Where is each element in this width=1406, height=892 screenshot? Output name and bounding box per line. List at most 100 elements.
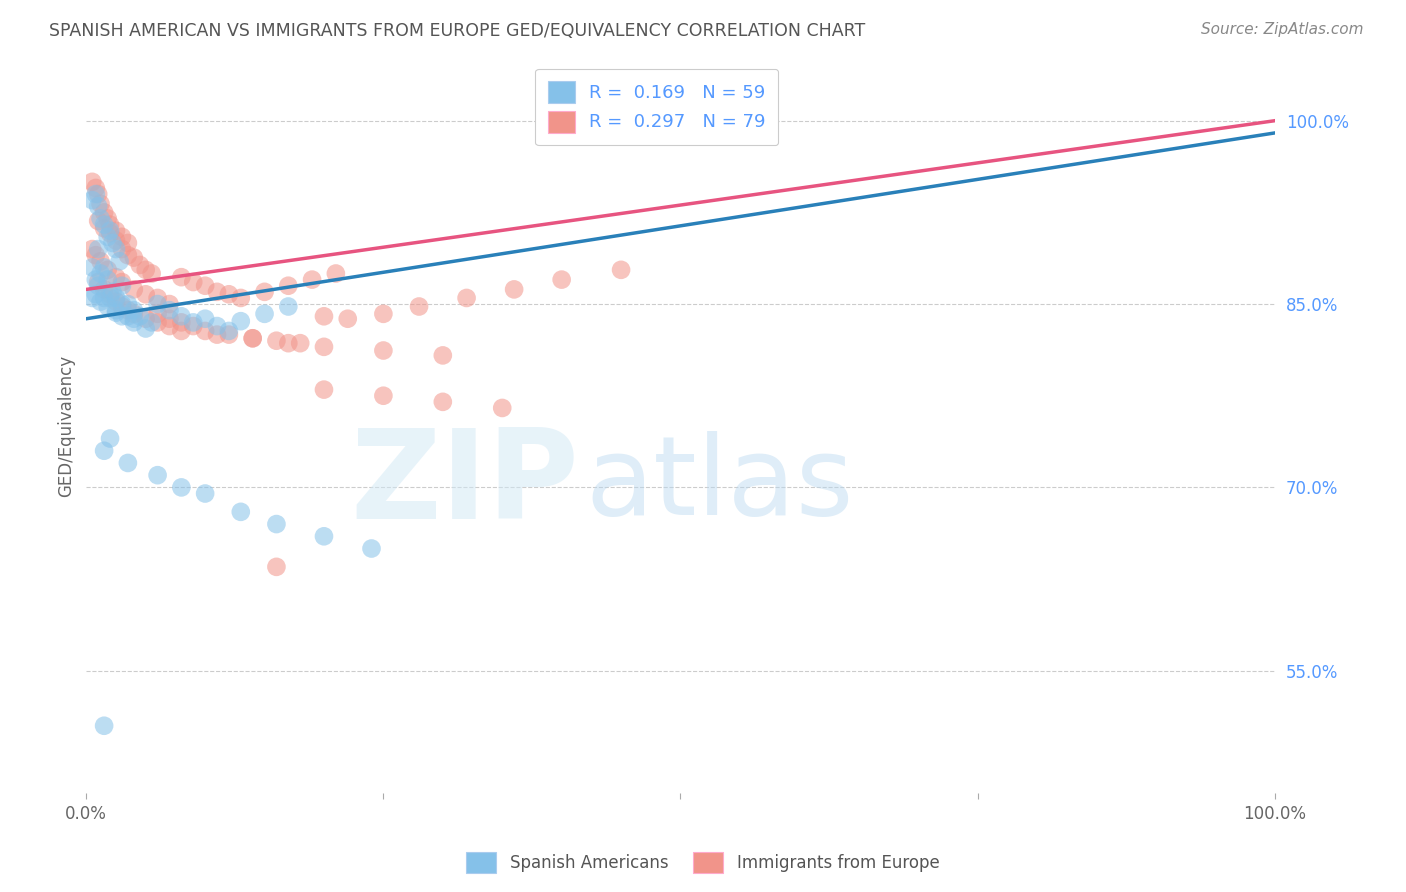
Point bbox=[194, 278, 217, 293]
Point bbox=[117, 456, 139, 470]
Point bbox=[146, 307, 169, 321]
Point bbox=[98, 432, 121, 446]
Point bbox=[105, 242, 128, 256]
Point bbox=[84, 287, 107, 301]
Point bbox=[87, 242, 110, 256]
Point bbox=[135, 321, 157, 335]
Point bbox=[194, 486, 217, 500]
Point bbox=[266, 559, 288, 574]
Point bbox=[373, 307, 395, 321]
Point bbox=[90, 267, 112, 281]
Point bbox=[105, 294, 128, 309]
Point bbox=[90, 211, 112, 226]
Point bbox=[181, 319, 204, 334]
Point bbox=[98, 218, 121, 232]
Point bbox=[146, 291, 169, 305]
Point bbox=[229, 291, 252, 305]
Point bbox=[87, 187, 110, 202]
Point bbox=[105, 270, 128, 285]
Point bbox=[82, 242, 104, 256]
Point bbox=[194, 311, 217, 326]
Point bbox=[93, 205, 115, 219]
Point bbox=[105, 303, 128, 318]
Point bbox=[98, 291, 121, 305]
Point bbox=[117, 235, 139, 250]
Point bbox=[111, 278, 134, 293]
Point bbox=[105, 234, 128, 248]
Point bbox=[312, 310, 335, 324]
Point bbox=[117, 303, 139, 318]
Point bbox=[146, 297, 169, 311]
Point bbox=[170, 270, 193, 285]
Legend: R =  0.169   N = 59, R =  0.297   N = 79: R = 0.169 N = 59, R = 0.297 N = 79 bbox=[536, 69, 779, 145]
Point bbox=[97, 230, 120, 244]
Point bbox=[408, 300, 430, 314]
Point bbox=[170, 480, 193, 494]
Point bbox=[135, 311, 157, 326]
Point bbox=[301, 272, 323, 286]
Point bbox=[90, 197, 112, 211]
Point bbox=[159, 319, 181, 334]
Point bbox=[101, 235, 124, 250]
Point bbox=[135, 263, 157, 277]
Point bbox=[503, 282, 526, 296]
Point bbox=[218, 327, 240, 342]
Point bbox=[122, 307, 145, 321]
Point bbox=[141, 315, 163, 329]
Point bbox=[456, 291, 478, 305]
Y-axis label: GED/Equivalency: GED/Equivalency bbox=[58, 355, 75, 498]
Point bbox=[159, 311, 181, 326]
Point bbox=[101, 285, 124, 299]
Point bbox=[122, 251, 145, 265]
Point bbox=[111, 242, 134, 256]
Point bbox=[194, 324, 217, 338]
Point bbox=[205, 285, 228, 299]
Point bbox=[242, 331, 264, 345]
Point bbox=[181, 275, 204, 289]
Point bbox=[491, 401, 513, 415]
Point bbox=[312, 529, 335, 543]
Text: SPANISH AMERICAN VS IMMIGRANTS FROM EUROPE GED/EQUIVALENCY CORRELATION CHART: SPANISH AMERICAN VS IMMIGRANTS FROM EURO… bbox=[49, 22, 866, 40]
Point bbox=[170, 310, 193, 324]
Point bbox=[550, 272, 572, 286]
Point bbox=[141, 267, 163, 281]
Point bbox=[277, 278, 299, 293]
Point bbox=[146, 468, 169, 483]
Point bbox=[111, 230, 134, 244]
Point bbox=[266, 517, 288, 532]
Point bbox=[312, 383, 335, 397]
Point bbox=[218, 324, 240, 338]
Point bbox=[82, 260, 104, 275]
Point bbox=[97, 211, 120, 226]
Text: Source: ZipAtlas.com: Source: ZipAtlas.com bbox=[1201, 22, 1364, 37]
Point bbox=[122, 315, 145, 329]
Point bbox=[610, 263, 633, 277]
Point bbox=[122, 303, 145, 318]
Point bbox=[98, 226, 121, 240]
Point bbox=[90, 254, 112, 268]
Point bbox=[87, 214, 110, 228]
Point bbox=[128, 310, 150, 324]
Point bbox=[84, 181, 107, 195]
Point bbox=[82, 193, 104, 207]
Point bbox=[253, 285, 276, 299]
Point bbox=[105, 291, 128, 305]
Point bbox=[325, 267, 347, 281]
Point bbox=[111, 275, 134, 289]
Point bbox=[82, 291, 104, 305]
Point bbox=[159, 303, 181, 318]
Point bbox=[135, 287, 157, 301]
Point bbox=[277, 300, 299, 314]
Point bbox=[98, 224, 121, 238]
Legend: Spanish Americans, Immigrants from Europe: Spanish Americans, Immigrants from Europ… bbox=[460, 846, 946, 880]
Point bbox=[93, 218, 115, 232]
Point bbox=[290, 336, 312, 351]
Text: atlas: atlas bbox=[585, 432, 853, 539]
Point bbox=[87, 278, 110, 293]
Point bbox=[105, 305, 128, 319]
Point bbox=[93, 282, 115, 296]
Point bbox=[373, 343, 395, 358]
Point bbox=[170, 324, 193, 338]
Point bbox=[122, 282, 145, 296]
Point bbox=[97, 263, 120, 277]
